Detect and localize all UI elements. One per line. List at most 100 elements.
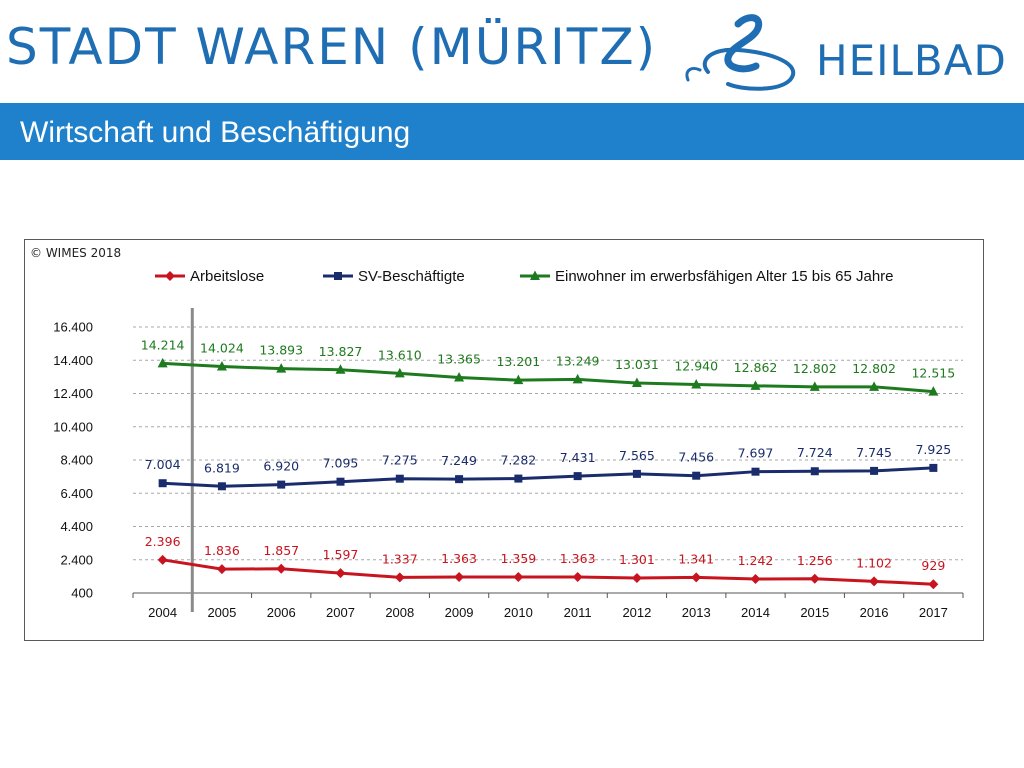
y-tick-label: 6.400: [60, 486, 93, 501]
data-label: 2.396: [145, 534, 181, 549]
data-point: [454, 571, 465, 582]
legend: Arbeitslose SV-Beschäftigte Einwohner im e…: [155, 268, 894, 285]
data-label: 13.827: [319, 344, 363, 359]
heilbad-logo-icon: [685, 14, 796, 91]
x-tick-label: 2011: [564, 605, 592, 620]
data-label: 1.359: [500, 551, 536, 566]
data-point: [336, 477, 345, 486]
legend-marker: [334, 272, 342, 280]
data-point: [869, 381, 880, 391]
data-label: 7.431: [560, 450, 596, 465]
series-line: [162, 361, 934, 394]
data-label: 14.214: [141, 337, 185, 352]
data-label: 1.301: [619, 552, 655, 567]
data-label: 13.893: [259, 343, 303, 358]
data-point: [454, 371, 465, 382]
y-tick-label: 14.400: [53, 353, 93, 368]
data-point: [276, 363, 287, 373]
y-tick-label: 4.400: [60, 519, 93, 534]
data-label: 1.337: [382, 551, 418, 566]
data-label: 13.365: [437, 351, 481, 366]
data-label: 7.275: [382, 453, 418, 468]
y-tick-label: 8.400: [60, 453, 93, 468]
data-point: [870, 466, 879, 475]
data-label: 14.024: [200, 341, 244, 356]
brand-name: STADT WAREN (MÜRITZ): [6, 18, 658, 76]
legend-marker: [165, 271, 175, 281]
x-tick-label: 2014: [741, 605, 770, 620]
data-point: [869, 576, 880, 587]
slide-title: Wirtschaft und Beschäftigung: [20, 116, 411, 149]
data-label: 7.095: [323, 456, 359, 471]
data-label: 13.249: [556, 353, 600, 368]
data-label: 1.102: [856, 555, 892, 570]
data-point: [691, 572, 702, 583]
x-tick-label: 2017: [919, 605, 948, 620]
data-label: 13.201: [496, 354, 540, 369]
data-point: [809, 573, 820, 584]
data-label: 13.610: [378, 347, 422, 362]
data-point: [513, 374, 524, 385]
legend-label: Einwohner im erwerbsfähigen Alter 15 bis…: [555, 268, 894, 285]
data-label: 13.031: [615, 357, 659, 372]
data-label: 12.802: [852, 361, 896, 376]
data-point: [217, 482, 226, 491]
legend-label: SV-Beschäftigte: [358, 268, 465, 285]
y-tick-label: 400: [71, 586, 93, 601]
x-tick-label: 2015: [800, 605, 829, 620]
chart-frame: © WIMES 2018 400 2.400 4.400 6.400 8.400 10.4…: [24, 239, 984, 641]
data-point: [335, 364, 346, 374]
data-label: 7.282: [500, 453, 536, 468]
data-point: [455, 475, 464, 484]
data-label: 1.857: [263, 543, 299, 558]
data-label: 12.862: [734, 360, 778, 375]
grid-layer: [133, 326, 963, 561]
data-label: 12.515: [911, 366, 955, 381]
data-label: 1.363: [441, 551, 477, 566]
x-tick-label: 2013: [682, 605, 711, 620]
data-point: [157, 357, 168, 368]
data-label: 1.836: [204, 543, 240, 558]
data-label: 7.456: [678, 450, 714, 465]
axis-layer: 400 2.400 4.400 6.400 8.400 10.400 12.400 14.40…: [53, 308, 964, 620]
data-label: 7.925: [915, 442, 951, 457]
data-label: 1.256: [797, 553, 833, 568]
data-point: [158, 479, 167, 488]
data-point: [631, 573, 642, 584]
data-label: 1.597: [323, 547, 359, 562]
data-label: 1.242: [738, 553, 774, 568]
x-tick-label: 2012: [622, 605, 651, 620]
data-point: [809, 381, 820, 391]
data-label: 6.819: [204, 460, 240, 475]
data-label: 7.745: [856, 445, 892, 460]
data-point: [631, 377, 642, 388]
data-point: [928, 579, 939, 590]
brand-suffix: HEILBAD: [816, 36, 1007, 85]
x-tick-label: 2007: [326, 605, 355, 620]
series-layer: [157, 357, 939, 590]
x-tick-label: 2016: [860, 605, 889, 620]
data-point: [394, 572, 405, 583]
data-label: 929: [921, 558, 945, 573]
x-tick-label: 2010: [504, 605, 533, 620]
x-tick-label: 2006: [267, 605, 296, 620]
data-label-layer: 2.396 1.836 1.857 1.597 1.337 1.363 1.359 1.363…: [141, 337, 955, 573]
data-label: 1.363: [560, 551, 596, 566]
data-point: [691, 379, 702, 389]
data-point: [277, 480, 286, 489]
data-point: [513, 572, 524, 583]
line-chart: © WIMES 2018 400 2.400 4.400 6.400 8.400 10.4…: [30, 246, 964, 620]
data-label: 7.697: [738, 446, 774, 461]
data-point: [395, 474, 404, 483]
data-label: 7.004: [145, 457, 181, 472]
data-point: [750, 380, 761, 390]
legend-label: Arbeitslose: [190, 268, 264, 285]
data-label: 12.802: [793, 361, 837, 376]
data-point: [751, 467, 760, 476]
data-point: [394, 367, 405, 378]
series-line: [162, 558, 934, 586]
y-tick-label: 10.400: [53, 419, 93, 434]
data-point: [572, 571, 583, 582]
data-point: [928, 386, 939, 396]
data-label: 7.724: [797, 445, 833, 460]
